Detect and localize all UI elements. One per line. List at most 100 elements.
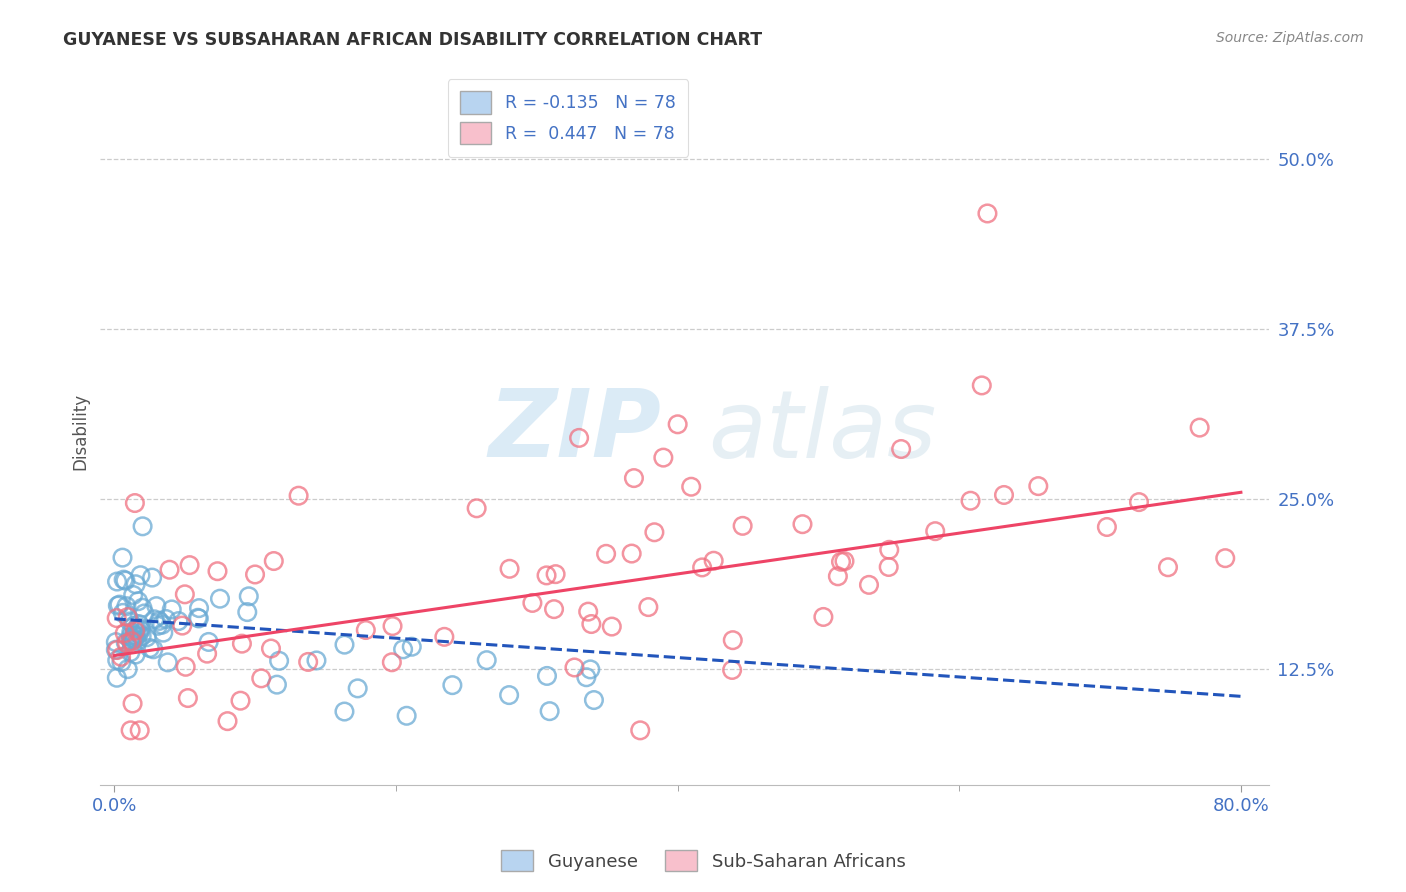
Point bbox=[156, 656, 179, 670]
Point bbox=[924, 524, 946, 538]
Point bbox=[1128, 495, 1150, 509]
Point bbox=[1095, 520, 1118, 534]
Point bbox=[231, 637, 253, 651]
Point bbox=[792, 517, 814, 532]
Point bbox=[890, 442, 912, 456]
Text: ZIP: ZIP bbox=[488, 385, 661, 477]
Point bbox=[122, 632, 145, 646]
Point bbox=[721, 663, 744, 677]
Point bbox=[129, 621, 152, 635]
Point bbox=[731, 519, 754, 533]
Point bbox=[105, 671, 128, 685]
Point bbox=[581, 617, 603, 632]
Point bbox=[333, 705, 356, 719]
Point bbox=[143, 612, 166, 626]
Point bbox=[498, 562, 520, 576]
Point bbox=[146, 619, 169, 633]
Point bbox=[179, 558, 201, 573]
Point bbox=[536, 669, 558, 683]
Point bbox=[498, 688, 520, 702]
Point bbox=[877, 560, 900, 574]
Point bbox=[152, 625, 174, 640]
Point bbox=[131, 519, 153, 533]
Point bbox=[381, 655, 404, 669]
Point bbox=[117, 662, 139, 676]
Point bbox=[305, 653, 328, 667]
Point bbox=[354, 623, 377, 637]
Point bbox=[827, 569, 849, 583]
Point bbox=[128, 617, 150, 632]
Point bbox=[128, 723, 150, 738]
Point bbox=[105, 611, 128, 625]
Point bbox=[582, 693, 605, 707]
Point bbox=[568, 431, 591, 445]
Point bbox=[628, 723, 651, 738]
Point bbox=[297, 655, 319, 669]
Point bbox=[188, 601, 211, 615]
Point bbox=[150, 617, 173, 632]
Point bbox=[666, 417, 689, 432]
Point bbox=[1188, 420, 1211, 434]
Point bbox=[993, 488, 1015, 502]
Point bbox=[970, 378, 993, 392]
Point bbox=[208, 591, 231, 606]
Point bbox=[263, 554, 285, 568]
Point bbox=[703, 554, 725, 568]
Point bbox=[976, 206, 998, 220]
Point bbox=[134, 607, 156, 621]
Point bbox=[131, 629, 153, 643]
Point bbox=[120, 723, 142, 738]
Point bbox=[834, 554, 856, 568]
Point bbox=[287, 489, 309, 503]
Point bbox=[217, 714, 239, 728]
Point bbox=[124, 577, 146, 591]
Point bbox=[1026, 479, 1049, 493]
Point bbox=[260, 641, 283, 656]
Point bbox=[197, 635, 219, 649]
Point bbox=[620, 547, 643, 561]
Point bbox=[681, 480, 703, 494]
Point bbox=[544, 567, 567, 582]
Point bbox=[465, 501, 488, 516]
Point bbox=[155, 612, 177, 626]
Point bbox=[114, 574, 136, 588]
Point bbox=[877, 542, 900, 557]
Point bbox=[124, 496, 146, 510]
Point bbox=[110, 655, 132, 669]
Point bbox=[112, 573, 135, 587]
Point bbox=[475, 653, 498, 667]
Point bbox=[120, 625, 142, 640]
Point bbox=[172, 618, 194, 632]
Point bbox=[124, 629, 146, 643]
Point bbox=[576, 605, 599, 619]
Point bbox=[122, 619, 145, 633]
Point bbox=[250, 671, 273, 685]
Point bbox=[187, 611, 209, 625]
Point bbox=[195, 647, 218, 661]
Point bbox=[141, 571, 163, 585]
Point bbox=[114, 636, 136, 650]
Point bbox=[575, 670, 598, 684]
Point bbox=[643, 525, 665, 540]
Point bbox=[236, 605, 259, 619]
Point bbox=[120, 632, 142, 647]
Point bbox=[543, 602, 565, 616]
Point bbox=[579, 662, 602, 676]
Point bbox=[114, 626, 136, 640]
Point bbox=[564, 660, 586, 674]
Point bbox=[690, 560, 713, 574]
Point bbox=[159, 563, 181, 577]
Point bbox=[131, 600, 153, 615]
Point bbox=[381, 619, 404, 633]
Point bbox=[959, 493, 981, 508]
Point bbox=[125, 622, 148, 636]
Point bbox=[145, 599, 167, 614]
Point bbox=[115, 636, 138, 650]
Point bbox=[830, 555, 852, 569]
Point bbox=[122, 588, 145, 602]
Point bbox=[652, 450, 675, 465]
Point bbox=[105, 653, 128, 667]
Point bbox=[1157, 560, 1180, 574]
Point bbox=[536, 568, 558, 582]
Point bbox=[118, 615, 141, 629]
